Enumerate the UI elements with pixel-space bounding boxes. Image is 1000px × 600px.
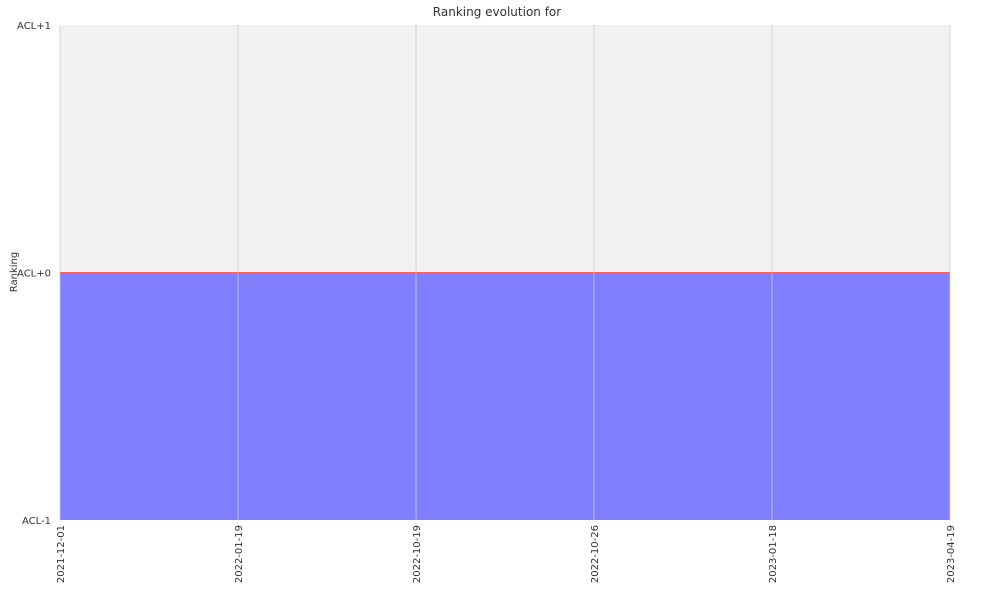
x-tick-label: 2022-10-26 [590, 525, 601, 583]
x-tick-label: 2022-01-19 [234, 525, 245, 583]
series-area [60, 272, 950, 520]
x-tick-labels: 2021-12-01 2022-01-19 2022-10-19 2022-10-26… [56, 525, 957, 583]
y-tick-label: ACL+1 [17, 21, 51, 32]
area-fill-layer [60, 272, 950, 520]
x-tick-label: 2023-01-18 [768, 525, 779, 583]
chart-title: Ranking evolution for [433, 5, 561, 19]
x-tick-label: 2021-12-01 [56, 525, 67, 583]
y-tick-label: ACL-1 [22, 516, 51, 527]
x-tick-label: 2022-10-19 [412, 525, 423, 583]
y-tick-labels: ACL-1 ACL+0 ACL+1 [17, 21, 51, 527]
y-tick-label: ACL+0 [17, 269, 51, 280]
y-axis-label: Ranking [9, 252, 20, 292]
x-tick-label: 2023-04-19 [946, 525, 957, 583]
